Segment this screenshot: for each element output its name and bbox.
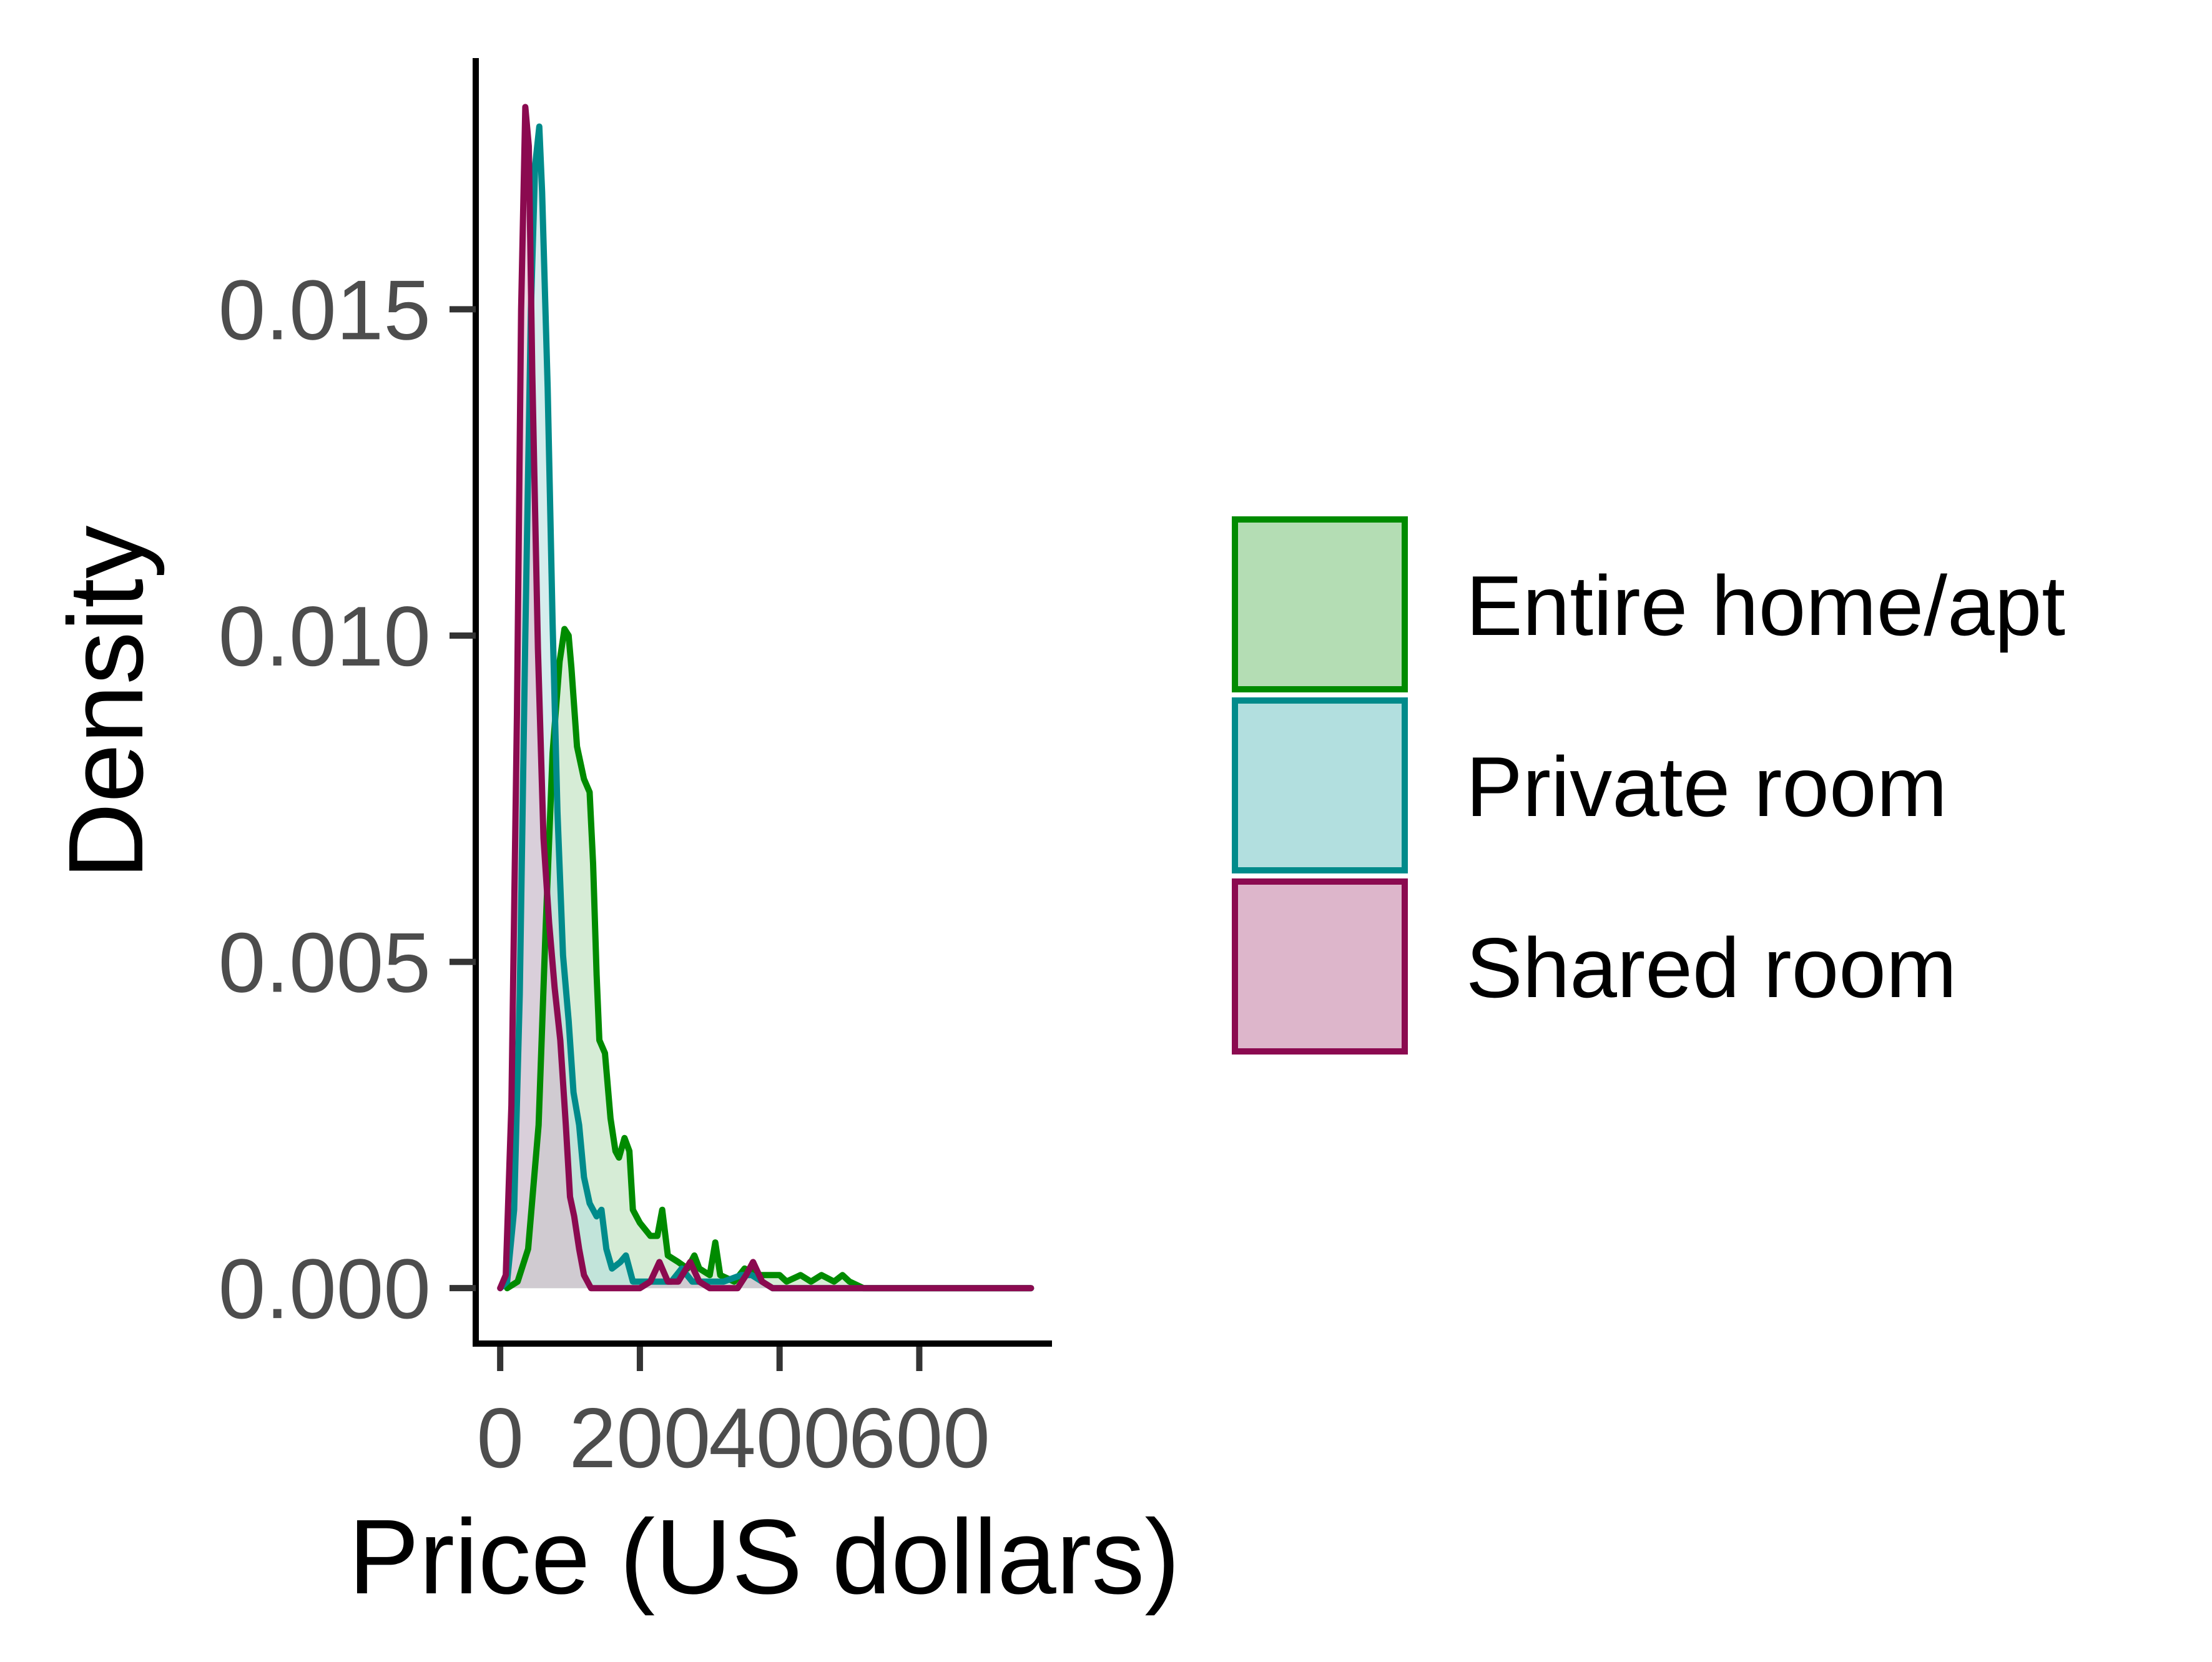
density-area-shared-room: [500, 107, 1031, 1289]
density-line-private-room: [497, 123, 1035, 1292]
legend: Entire home/apt Private room Shared room: [1232, 516, 2065, 1055]
legend-label-shared-room: Shared room: [1466, 920, 1957, 1015]
y-ticks: 0.000 0.005 0.010 0.015: [219, 262, 476, 1336]
x-tick-label: 0: [476, 1390, 524, 1485]
density-line-entire-home-apt: [504, 626, 1035, 1292]
density-line-shared-room: [497, 104, 1035, 1292]
legend-key-private-room: [1232, 697, 1408, 873]
legend-key-shared-room: [1232, 878, 1408, 1055]
series-line-layer: [497, 104, 1035, 1292]
legend-label-entire-home-apt: Entire home/apt: [1466, 558, 2065, 653]
y-tick-label: 0.000: [219, 1241, 431, 1336]
y-axis-title: Density: [47, 526, 165, 880]
y-tick-label: 0.005: [219, 915, 431, 1010]
x-tick-label: 600: [848, 1390, 990, 1485]
y-tick-label: 0.010: [219, 589, 431, 684]
x-tick-label: 400: [709, 1390, 850, 1485]
x-tick-label: 200: [569, 1390, 710, 1485]
y-tick-label: 0.015: [219, 262, 431, 357]
legend-key-entire-home-apt: [1232, 516, 1408, 692]
x-axis-title: Price (US dollars): [348, 1498, 1180, 1616]
legend-label-private-room: Private room: [1466, 739, 1947, 834]
